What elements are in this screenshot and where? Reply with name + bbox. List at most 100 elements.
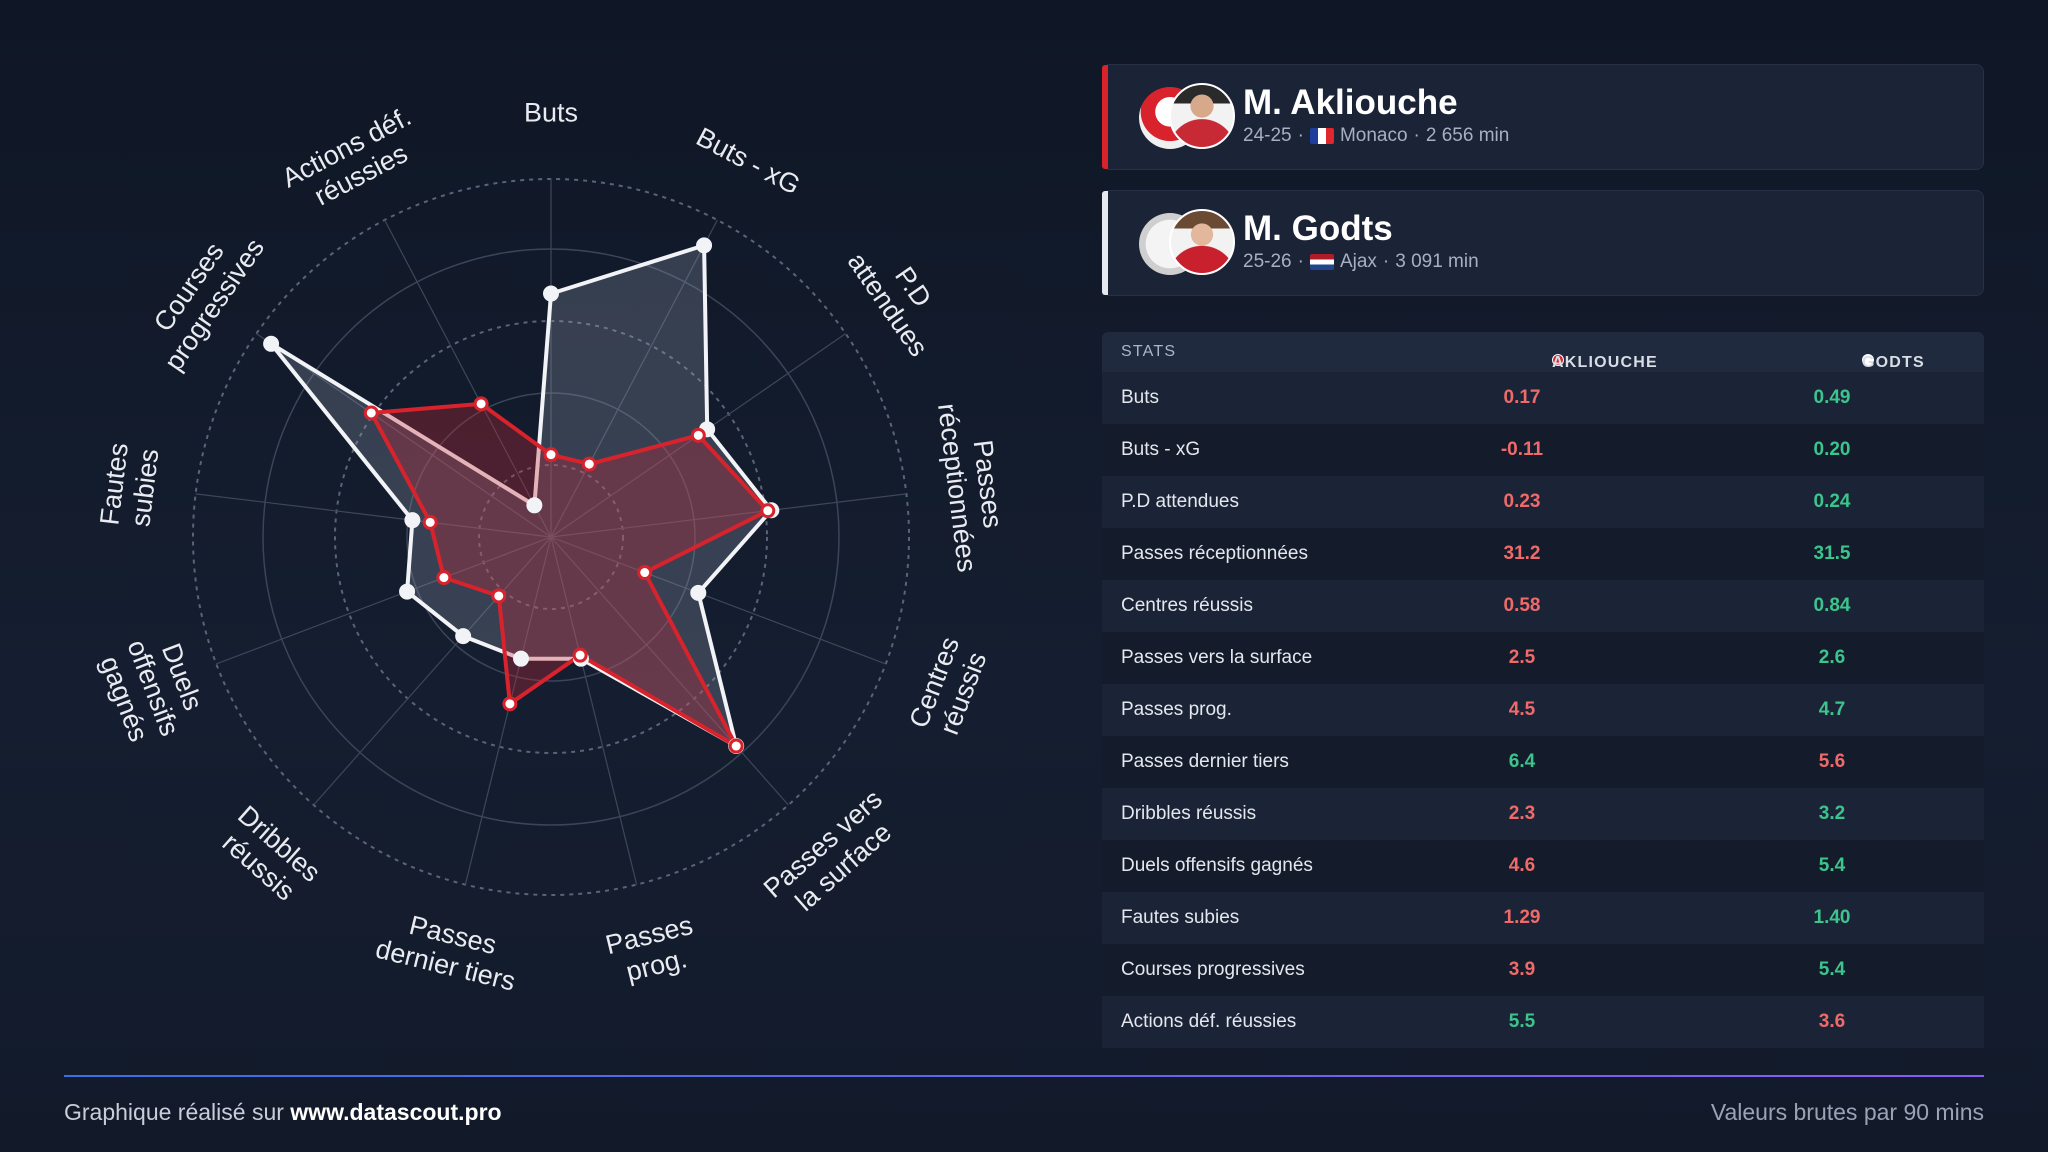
stat-label: Passes prog. — [1121, 699, 1232, 720]
table-row: Fautes subies 1.29 1.40 — [1102, 892, 1984, 944]
series-point — [728, 738, 744, 754]
axis-label-line: Buts - xG — [692, 122, 806, 201]
series-point — [526, 497, 543, 514]
separator: · — [1413, 125, 1420, 146]
series-point — [760, 503, 776, 519]
table-row: Passes dernier tiers 6.4 5.6 — [1102, 736, 1984, 788]
axis-label: Passesréceptionnées — [932, 398, 1013, 574]
axis-label: Buts - xG — [692, 122, 806, 201]
separator: · — [1382, 251, 1390, 272]
axis-label: Buts — [524, 97, 578, 127]
header-player-a-label: AKLIOUCHE — [1552, 354, 1658, 371]
stat-value-b: 1.40 — [1813, 907, 1851, 928]
stat-value-a: 4.5 — [1508, 699, 1536, 720]
stat-value-a: 0.58 — [1503, 595, 1541, 616]
netherlands-flag-icon — [1309, 254, 1334, 270]
spoke-line — [216, 536, 552, 665]
stat-value-a: 2.3 — [1508, 803, 1536, 824]
season: 24-25 — [1243, 125, 1292, 146]
stat-label: Duels offensifs gagnés — [1121, 855, 1313, 876]
club: Monaco — [1339, 125, 1408, 146]
stat-value-b: 0.84 — [1813, 595, 1851, 616]
axis-label: P.Dattendues — [842, 230, 960, 362]
table-row: Passes prog. 4.5 4.7 — [1102, 684, 1984, 736]
axis-label: Passesprog. — [603, 910, 704, 990]
stat-label: Buts - xG — [1121, 439, 1201, 460]
stat-value-a: 5.5 — [1508, 1011, 1536, 1032]
spoke-line — [313, 536, 552, 806]
table-row: Courses progressives 3.9 5.4 — [1102, 944, 1984, 996]
separator: · — [1297, 251, 1304, 272]
table-row: Buts - xG -0.11 0.20 — [1102, 424, 1984, 476]
series-point — [696, 237, 713, 254]
axis-label: Centresréussis — [903, 633, 994, 743]
axis-label: Passes versla surface — [758, 784, 909, 927]
stat-value-b: 5.4 — [1818, 855, 1846, 876]
series-point — [543, 447, 559, 463]
stat-value-a: 0.17 — [1503, 387, 1541, 408]
radar-chart: Buts Buts - xG P.Dattendues Passesréception… — [94, 97, 1013, 996]
player-avatar — [1169, 83, 1235, 149]
minutes: 3 091 min — [1395, 251, 1479, 272]
axis-label-line: Buts — [524, 97, 578, 127]
stat-label: Passes dernier tiers — [1121, 751, 1289, 772]
stat-label: Passes vers la surface — [1121, 647, 1313, 668]
stat-value-b: 3.2 — [1818, 803, 1846, 824]
table-row: Dribbles réussis 2.3 3.2 — [1102, 788, 1984, 840]
stat-label: Passes réceptionnées — [1121, 543, 1308, 564]
stat-value-b: 3.6 — [1818, 1011, 1846, 1032]
series-point — [491, 588, 507, 604]
player-avatar — [1169, 209, 1235, 275]
stat-value-b: 0.49 — [1813, 387, 1851, 408]
stat-value-a: 4.6 — [1508, 855, 1536, 876]
series-point — [581, 456, 597, 472]
axis-label: Dribblesréussis — [212, 800, 327, 911]
stat-value-b: 5.4 — [1818, 959, 1846, 980]
table-row: Actions déf. réussies 5.5 3.6 — [1102, 996, 1984, 1048]
table-row: Centres réussis 0.58 0.84 — [1102, 580, 1984, 632]
series-point — [690, 584, 707, 601]
series-point — [543, 285, 559, 302]
table-row: Passes vers la surface 2.5 2.6 — [1102, 632, 1984, 684]
player-meta: 25-26 · Ajax · 3 091 min — [1243, 251, 1479, 273]
stat-value-a: 3.9 — [1508, 959, 1536, 980]
axis-label: Fautessubies — [94, 441, 164, 530]
stat-value-a: 6.4 — [1508, 751, 1536, 772]
stat-label: Buts — [1121, 387, 1160, 408]
stat-label: P.D attendues — [1121, 491, 1239, 512]
spoke-line — [550, 536, 886, 665]
axis-label: Coursesprogressives — [133, 216, 270, 377]
table-row: P.D attendues 0.23 0.24 — [1102, 476, 1984, 528]
axis-label: Passesdernier tiers — [373, 903, 526, 996]
stat-value-b: 0.20 — [1813, 439, 1851, 460]
series-point — [436, 570, 452, 586]
series-point — [404, 512, 421, 529]
stats-table: STATS AKLIOUCHE GODTS Buts 0.17 0.49 Buts -… — [1102, 332, 1984, 1048]
spoke-line — [550, 536, 638, 885]
stat-value-a: 31.2 — [1503, 543, 1541, 564]
club: Ajax — [1339, 251, 1377, 272]
series-point — [455, 628, 472, 645]
series-point — [572, 647, 588, 663]
footer-credit: Graphique réalisé sur www.datascout.pro — [64, 1099, 502, 1126]
axis-label: Actions déf.réussies — [277, 101, 430, 221]
player-color-stripe — [1102, 191, 1108, 295]
stat-label: Centres réussis — [1121, 595, 1253, 616]
footer-divider — [64, 1075, 1984, 1077]
player-color-stripe — [1102, 65, 1108, 169]
stats-rows: Buts 0.17 0.49 Buts - xG -0.11 0.20 P.D attend… — [1102, 372, 1984, 1048]
header-stats: STATS — [1121, 343, 1177, 360]
series-point — [263, 335, 280, 352]
stat-label: Dribbles réussis — [1121, 803, 1257, 824]
stat-label: Courses progressives — [1121, 959, 1305, 980]
series-point — [513, 650, 530, 667]
series-point — [502, 696, 518, 712]
stat-value-b: 5.6 — [1818, 751, 1846, 772]
player-b-dot-icon — [1862, 354, 1874, 366]
table-row: Passes réceptionnées 31.2 31.5 — [1102, 528, 1984, 580]
spoke-line — [384, 219, 552, 538]
series-point — [363, 405, 379, 421]
series-point — [422, 514, 438, 530]
player-name: M. Godts — [1243, 209, 1393, 248]
series-point — [473, 396, 489, 412]
